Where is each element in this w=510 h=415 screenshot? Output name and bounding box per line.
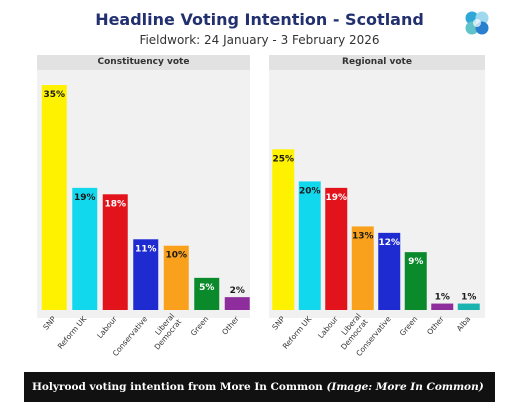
regional-tick-label-0: SNP [270, 314, 287, 332]
regional-data-label-1: 20% [299, 186, 321, 196]
constituency-data-label-1: 19% [74, 193, 96, 203]
constituency-bar-2 [102, 194, 128, 310]
regional-vote-panel: Regional vote 25% SNP 20% Reform UK 19% Labou… [269, 55, 485, 358]
regional-bar-0 [272, 149, 295, 310]
constituency-tick-label-2: Labour [95, 314, 119, 340]
constituency-tick-label-0: SNP [41, 314, 58, 332]
constituency-tick-label-5: Green [189, 314, 211, 337]
regional-bar-2 [325, 187, 348, 310]
chart-card: Headline Voting Intention - Scotland Fie… [24, 0, 495, 372]
regional-tick-label-1: Reform UK [281, 314, 314, 351]
constituency-panel-title: Constituency vote [37, 55, 250, 70]
image-caption: Holyrood voting intention from More In C… [24, 372, 495, 402]
regional-tick-label-6: Other [425, 314, 446, 337]
regional-bar-1 [298, 181, 321, 310]
regional-tick-label-2: Labour [316, 314, 340, 340]
caption-credit: (Image: More In Common) [326, 381, 484, 393]
regional-data-label-4: 12% [378, 238, 400, 248]
constituency-tick-label-6: Other [220, 314, 241, 337]
constituency-data-label-5: 5% [199, 283, 214, 293]
more-in-common-logo-icon [465, 11, 489, 35]
constituency-vote-panel: Constituency vote 35% SNP 19% Reform UK 18% L… [37, 55, 250, 358]
regional-data-label-2: 19% [325, 193, 347, 203]
constituency-bar-0 [41, 85, 67, 310]
regional-data-label-7: 1% [461, 293, 476, 303]
regional-panel-title: Regional vote [269, 55, 485, 70]
regional-data-label-6: 1% [435, 293, 450, 303]
constituency-bar-5 [194, 277, 220, 310]
regional-bar-4 [378, 232, 401, 310]
chart-title: Headline Voting Intention - Scotland [95, 10, 424, 29]
constituency-data-label-0: 35% [43, 90, 65, 100]
constituency-bar-6 [224, 297, 250, 310]
constituency-bar-1 [72, 187, 98, 310]
constituency-data-label-6: 2% [230, 286, 245, 296]
regional-bar-5 [404, 252, 427, 310]
constituency-tick-label-1: Reform UK [56, 314, 89, 351]
regional-data-label-0: 25% [272, 154, 294, 164]
regional-bar-7 [457, 303, 480, 310]
regional-data-label-3: 13% [352, 231, 374, 241]
regional-tick-label-7: Alba [455, 315, 473, 333]
constituency-tick-label-4: LiberalDemocrat [146, 312, 184, 352]
chart-subtitle: Fieldwork: 24 January - 3 February 2026 [139, 33, 380, 47]
regional-bar-6 [431, 303, 454, 310]
constituency-data-label-2: 18% [104, 199, 126, 209]
constituency-bar-4 [163, 245, 189, 310]
regional-data-label-5: 9% [408, 257, 423, 267]
constituency-data-label-4: 10% [165, 251, 187, 261]
constituency-data-label-3: 11% [135, 244, 157, 254]
caption-text: Holyrood voting intention from More In C… [32, 381, 323, 393]
regional-tick-label-5: Green [398, 314, 420, 337]
constituency-bar-3 [133, 239, 159, 310]
regional-bar-3 [351, 226, 374, 310]
